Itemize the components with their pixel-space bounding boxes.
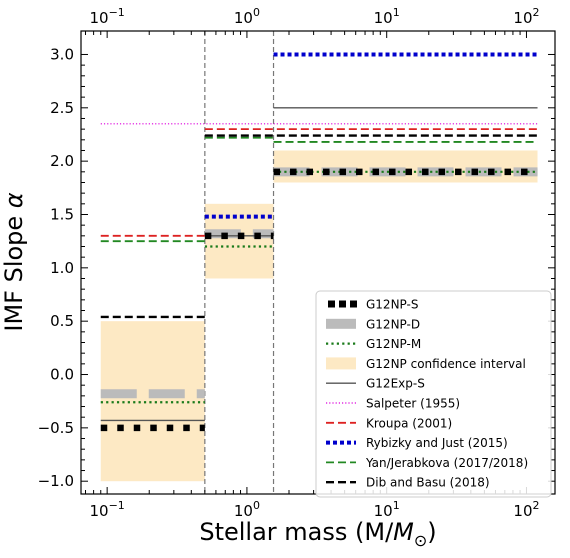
g12np-s-legend-marker (350, 300, 357, 308)
y-tick-label: 2.5 (50, 99, 74, 117)
y-axis-label: IMF Slope α (0, 192, 28, 331)
g12np-d-legend-swatch (326, 318, 356, 329)
rybizky-and-just-2015-legend-label: Rybizky and Just (2015) (366, 436, 508, 450)
dib-and-basu-2018-legend-label: Dib and Basu (2018) (366, 476, 490, 490)
g12np-s-legend-marker (328, 300, 335, 308)
y-tick-label: 2.0 (50, 152, 74, 170)
x-top-tick-label: 100 (234, 6, 260, 27)
y-tick-label: 1.0 (50, 259, 74, 277)
legend: G12NP-S G12NP-D G12NP-M G12NP confidence in… (315, 290, 552, 498)
breakpoint-lines (204, 31, 275, 494)
series-lines (100, 52, 538, 432)
g12np-d-legend-label: G12NP-D (366, 317, 420, 331)
g12exp-s-legend-label: G12Exp-S (366, 377, 425, 391)
x-top-tick-label: 10−1 (89, 6, 124, 27)
x-tick-label: 100 (234, 499, 260, 520)
x-axis-label: Stellar mass (M/M⊙) (199, 518, 436, 550)
x-tick-label: 101 (374, 499, 400, 520)
salpeter-1955-legend-label: Salpeter (1955) (366, 397, 460, 411)
g12np-s-legend-label: G12NP-S (366, 298, 418, 312)
x-top-tick-label: 102 (513, 6, 539, 27)
yan-jerabkova-2017-2018-legend-label: Yan/Jerabkova (2017/2018) (365, 456, 528, 470)
kroupa-2001-legend-label: Kroupa (2001) (366, 416, 452, 430)
g12np-confidence-interval-legend-swatch (326, 357, 356, 370)
tick-labels: 10−1 100 101 102 10−1 100 101 102 −1.0 −0.5 0.0 0.5… (38, 6, 540, 520)
g12np-confidence-interval-band (273, 150, 538, 183)
x-top-tick-label: 101 (374, 6, 400, 27)
g12np-s-legend-marker (339, 300, 346, 308)
y-tick-label: −0.5 (38, 419, 74, 437)
y-tick-label: 0.0 (50, 366, 74, 384)
y-tick-label: 3.0 (50, 45, 74, 63)
x-tick-label: 102 (513, 499, 539, 520)
g12np-confidence-interval-legend-label: G12NP confidence interval (366, 357, 526, 371)
y-tick-label: 1.5 (50, 205, 74, 223)
y-tick-label: 0.5 (50, 312, 74, 330)
g12np-m-legend-label: G12NP-M (366, 337, 421, 351)
y-tick-label: −1.0 (38, 472, 74, 490)
x-tick-label: 10−1 (89, 499, 124, 520)
axis-ticks (81, 31, 555, 494)
legend-box (315, 290, 552, 498)
